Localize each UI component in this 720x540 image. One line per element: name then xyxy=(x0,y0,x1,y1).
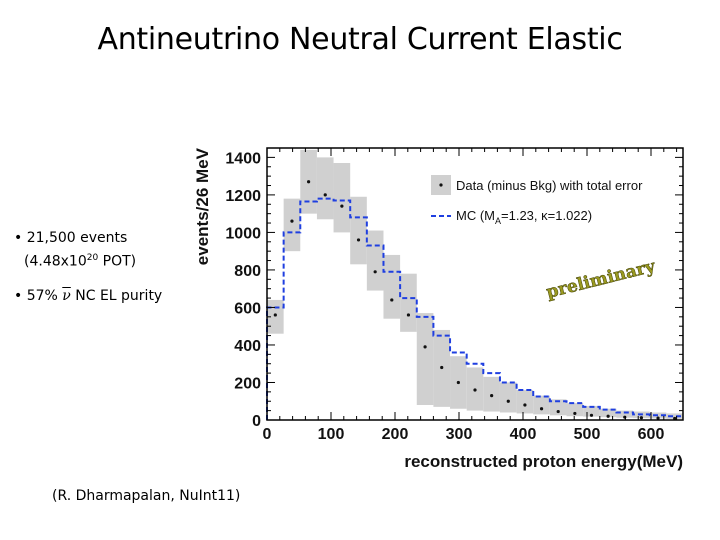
data-point xyxy=(573,411,577,416)
error-band-bin xyxy=(666,413,683,419)
error-band-bin xyxy=(499,382,517,413)
legend: Data (minus Bkg) with total error MC (MA… xyxy=(431,175,643,226)
y-tick-label: 200 xyxy=(234,375,261,392)
legend-mc-label: MC (MA=1.23, κ=1.022) xyxy=(456,208,592,226)
error-band-bin xyxy=(649,412,667,419)
mc-step-line xyxy=(266,197,683,420)
bullet-purity: • 57% ν NC EL purity xyxy=(14,286,162,306)
x-tick-label: 400 xyxy=(510,426,537,443)
pot-prefix: (4.48x10 xyxy=(24,253,87,270)
legend-data-dot xyxy=(439,183,443,187)
x-tick-labels: 0 100 200 300 400 500 600 xyxy=(263,426,665,443)
error-band-bin xyxy=(416,313,434,405)
plot-frame xyxy=(266,147,684,421)
data-point xyxy=(323,193,327,197)
y-tick-label: 800 xyxy=(234,263,261,280)
error-band-bin xyxy=(583,405,600,417)
data-point xyxy=(556,409,560,414)
purity-prefix: • 57% xyxy=(14,287,63,304)
pot-suffix: POT) xyxy=(98,253,137,270)
data-point xyxy=(539,407,544,411)
y-tick-label: 600 xyxy=(234,300,261,317)
error-band-bin xyxy=(383,254,401,319)
data-point xyxy=(290,219,294,223)
data-point xyxy=(656,416,660,420)
x-tick-label: 200 xyxy=(382,426,409,443)
x-axis-title: reconstructed proton energy(MeV) xyxy=(404,452,683,471)
y-tick-label: 400 xyxy=(234,338,261,355)
error-band-bin xyxy=(366,230,384,291)
pot-exponent: 20 xyxy=(86,253,99,263)
y-axis-title: events/26 MeV xyxy=(193,147,212,265)
x-tick-label: 100 xyxy=(318,426,345,443)
data-point xyxy=(423,345,427,349)
legend-mc-sub: A xyxy=(495,216,501,226)
error-band-bin xyxy=(549,399,567,416)
y-tick-label: 0 xyxy=(252,413,261,430)
data-point xyxy=(639,416,644,420)
bullet-events: • 21,500 events xyxy=(14,230,128,246)
legend-data-label: Data (minus Bkg) with total error xyxy=(456,178,643,193)
x-tick-label: 600 xyxy=(638,426,665,443)
error-band-bin xyxy=(533,395,550,415)
data-point xyxy=(340,204,344,208)
data-point xyxy=(273,313,277,317)
antineutrino-symbol: ν xyxy=(62,287,71,304)
data-point xyxy=(490,394,494,398)
legend-mc-rest: =1.23, κ=1.022) xyxy=(501,208,592,223)
x-tick-label: 500 xyxy=(574,426,601,443)
x-tick-label: 0 xyxy=(263,426,272,443)
data-point xyxy=(589,413,594,417)
data-point xyxy=(523,403,527,407)
error-band-bin xyxy=(616,410,634,418)
y-tick-label: 1400 xyxy=(225,150,261,167)
y-tick-label: 1200 xyxy=(225,188,261,205)
data-point xyxy=(440,365,444,370)
x-tick-label: 300 xyxy=(446,426,473,443)
data-point xyxy=(356,238,361,242)
error-band-bin xyxy=(333,163,351,233)
preliminary-stamp: preliminary xyxy=(544,256,658,303)
data-point xyxy=(506,399,510,403)
error-band-bin xyxy=(316,157,334,220)
y-tick-labels: 0 200 400 600 800 1000 1200 1400 xyxy=(225,150,261,430)
error-band-bin xyxy=(566,403,584,417)
data-point xyxy=(373,270,377,274)
data-point xyxy=(307,180,311,184)
data-point xyxy=(390,298,394,302)
bullet-pot: (4.48x1020 POT) xyxy=(14,248,162,272)
error-band-bin xyxy=(516,389,534,414)
error-band-bin xyxy=(400,273,417,332)
legend-mc-main: MC (M xyxy=(456,208,495,223)
error-band-bin xyxy=(599,408,617,418)
data-point xyxy=(406,313,411,317)
y-tick-label: 1000 xyxy=(225,225,261,242)
error-band-bin xyxy=(283,198,301,252)
citation: (R. Dharmapalan, NuInt11) xyxy=(52,488,241,504)
data-point xyxy=(473,388,477,392)
axis-ticks xyxy=(266,147,683,421)
error-band-bin xyxy=(350,196,367,265)
mc-step-path xyxy=(266,197,683,420)
bullet-list: • 21,500 events (4.48x1020 POT) • 57% ν … xyxy=(14,228,162,306)
data-point xyxy=(456,380,460,385)
purity-suffix: NC EL purity xyxy=(70,287,163,304)
slide-title: Antineutrino Neutral Current Elastic xyxy=(97,22,623,57)
data-point xyxy=(606,414,610,418)
